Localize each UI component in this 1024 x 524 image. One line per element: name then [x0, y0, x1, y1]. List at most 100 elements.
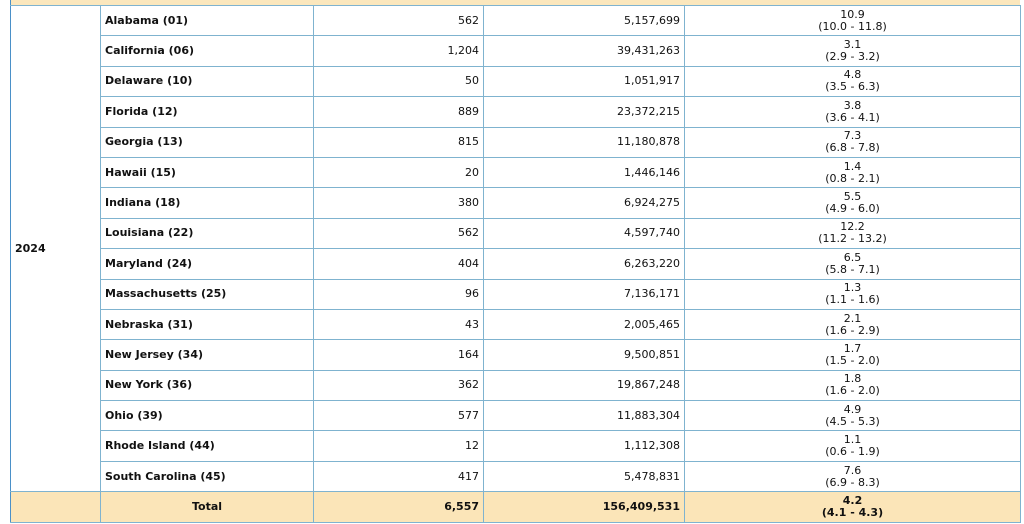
state-cell: Hawaii (15): [100, 156, 314, 189]
data-row: Ohio (39) 577 11,883,304 4.9 (4.5 - 5.3): [11, 400, 1021, 432]
rate: 2.1: [843, 311, 862, 325]
state-cell: Louisiana (22): [100, 217, 314, 250]
rate-cell: 4.9 (4.5 - 5.3): [684, 400, 1021, 432]
rate-cell: 7.6 (6.9 - 8.3): [684, 460, 1021, 493]
rate: 1.7: [843, 341, 862, 355]
population: 1,051,917: [624, 74, 680, 88]
state-name: Alabama (01): [105, 13, 189, 27]
rate: 10.9: [840, 7, 865, 21]
state-name: New York (36): [105, 378, 193, 392]
confidence-interval: (4.1 - 4.3): [821, 505, 884, 519]
count: 577: [458, 408, 479, 422]
rate-cell: 10.9 (10.0 - 11.8): [684, 4, 1021, 37]
count: 1,204: [447, 44, 480, 58]
population: 156,409,531: [602, 499, 680, 513]
population-cell: 11,883,304: [483, 400, 685, 432]
count: 417: [458, 469, 479, 483]
count-cell: 815: [313, 126, 484, 158]
confidence-interval: (1.6 - 2.9): [825, 323, 880, 337]
confidence-interval: (11.2 - 13.2): [818, 232, 887, 246]
state-cell: Indiana (18): [100, 187, 314, 219]
count-cell: 12: [313, 430, 484, 462]
count-cell: 1,204: [313, 35, 484, 67]
state-name: Maryland (24): [105, 256, 193, 270]
count-cell: 562: [313, 217, 484, 250]
population-cell: 2,005,465: [483, 308, 685, 341]
population-cell: 6,263,220: [483, 248, 685, 280]
data-row: Georgia (13) 815 11,180,878 7.3 (6.8 - 7.8): [11, 126, 1021, 158]
rate-cell: 1.7 (1.5 - 2.0): [684, 339, 1021, 371]
count: 380: [458, 196, 479, 210]
confidence-interval: (5.8 - 7.1): [825, 262, 880, 276]
population-cell: 11,180,878: [483, 126, 685, 158]
population-cell: 7,136,171: [483, 278, 685, 310]
population-cell: 23,372,215: [483, 96, 685, 128]
rate-cell: 5.5 (4.9 - 6.0): [684, 187, 1021, 219]
rate: 6.5: [843, 250, 862, 264]
data-row: Louisiana (22) 562 4,597,740 12.2 (11.2 - 13…: [11, 217, 1021, 250]
rate: 7.6: [843, 463, 862, 477]
population-cell: 4,597,740: [483, 217, 685, 250]
count-cell: 380: [313, 187, 484, 219]
population: 9,500,851: [624, 347, 680, 361]
confidence-interval: (4.5 - 5.3): [825, 414, 880, 428]
data-row: Massachusetts (25) 96 7,136,171 1.3 (1.1 - 1…: [11, 278, 1021, 310]
state-cell: Massachusetts (25): [100, 278, 314, 310]
population: 39,431,263: [617, 44, 680, 58]
confidence-interval: (4.9 - 6.0): [825, 202, 880, 216]
state-name: New Jersey (34): [105, 347, 204, 361]
population: 5,478,831: [624, 469, 680, 483]
count: 12: [465, 439, 479, 453]
state-name: Massachusetts (25): [105, 287, 227, 301]
population: 1,446,146: [624, 165, 680, 179]
count-cell: 96: [313, 278, 484, 310]
population: 7,136,171: [624, 287, 680, 301]
data-table: 2024 Alabama (01) 562 5,157,699 10.9 (10.0 - …: [10, 4, 1021, 523]
rate-cell: 4.8 (3.5 - 6.3): [684, 65, 1021, 98]
count: 164: [458, 347, 479, 361]
rate-cell: 1.3 (1.1 - 1.6): [684, 278, 1021, 310]
state-name: California (06): [105, 44, 195, 58]
rate: 12.2: [840, 220, 865, 234]
count-cell: 417: [313, 460, 484, 493]
count-cell: 562: [313, 4, 484, 37]
population-cell: 1,446,146: [483, 156, 685, 189]
population-cell: 39,431,263: [483, 35, 685, 67]
count-cell: 164: [313, 339, 484, 371]
rate-cell: 1.8 (1.6 - 2.0): [684, 369, 1021, 402]
count-cell: 6,557: [313, 491, 484, 523]
state-cell: Rhode Island (44): [100, 430, 314, 462]
data-row: California (06) 1,204 39,431,263 3.1 (2.9 - …: [11, 35, 1021, 67]
state-name: Total: [191, 499, 223, 513]
rate-cell: 6.5 (5.8 - 7.1): [684, 248, 1021, 280]
rate: 1.4: [843, 159, 862, 173]
rate-cell: 1.4 (0.8 - 2.1): [684, 156, 1021, 189]
state-cell: California (06): [100, 35, 314, 67]
state-name: Louisiana (22): [105, 226, 194, 240]
rate: 3.1: [843, 38, 862, 52]
data-row: Indiana (18) 380 6,924,275 5.5 (4.9 - 6.0): [11, 187, 1021, 219]
count: 562: [458, 13, 479, 27]
rate-cell: 7.3 (6.8 - 7.8): [684, 126, 1021, 158]
count: 562: [458, 226, 479, 240]
count: 815: [458, 135, 479, 149]
confidence-interval: (2.9 - 3.2): [825, 50, 880, 64]
population-cell: 5,478,831: [483, 460, 685, 493]
rate: 4.2: [842, 493, 863, 507]
state-cell: Florida (12): [100, 96, 314, 128]
state-cell: South Carolina (45): [100, 460, 314, 493]
population: 4,597,740: [624, 226, 680, 240]
count: 43: [465, 317, 479, 331]
confidence-interval: (1.6 - 2.0): [825, 384, 880, 398]
state-name: Indiana (18): [105, 196, 181, 210]
state-name: South Carolina (45): [105, 469, 226, 483]
count: 889: [458, 104, 479, 118]
year: 2024: [15, 241, 46, 255]
population-cell: 6,924,275: [483, 187, 685, 219]
state-name: Florida (12): [105, 104, 178, 118]
rate-cell: 3.8 (3.6 - 4.1): [684, 96, 1021, 128]
rate: 4.8: [843, 68, 862, 82]
rate: 5.5: [843, 190, 862, 204]
population-cell: 9,500,851: [483, 339, 685, 371]
